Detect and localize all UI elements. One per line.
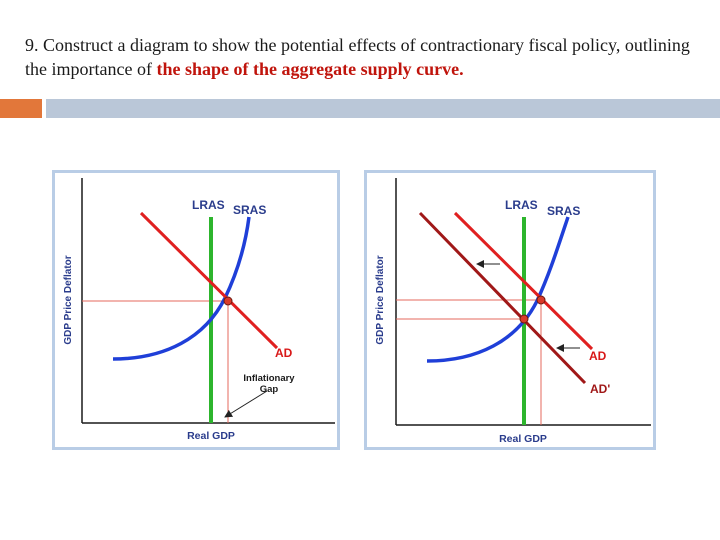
equilibrium-point [223,296,233,306]
lras-label: LRAS [505,198,538,212]
diagram-left-canvas: LRAS SRAS AD Inflationary Gap Real GDP G… [63,178,335,442]
equilibrium-point-original [536,295,546,305]
gap-label-line1: Inflationary [243,373,295,384]
diagram-right-canvas: LRAS SRAS AD AD' Real GDP GDP Price Defl… [375,178,651,445]
sras-label: SRAS [547,204,580,218]
ad-label: AD [275,346,293,360]
x-axis-label: Real GDP [187,430,235,442]
sras-label: SRAS [233,203,266,217]
sras-curve [426,216,570,363]
gap-label-line2: Gap [260,384,279,395]
y-axis-label: GDP Price Deflator [63,255,74,344]
ad-label: AD [589,349,607,363]
title-plain-text: 9. Construct a diagram to show the poten… [25,35,690,79]
title-rule-accent [0,99,42,118]
ad-curve [139,211,279,350]
equilibrium-point-new [519,314,529,324]
sras-curve [112,216,251,361]
slide-title: 9. Construct a diagram to show the poten… [25,33,705,81]
ad-curve [453,211,594,351]
y-axis-label: GDP Price Deflator [375,255,386,344]
diagram-right: LRAS SRAS AD AD' Real GDP GDP Price Defl… [364,170,656,450]
lras-label: LRAS [192,198,225,212]
gap-pointer-arrow [224,390,268,418]
title-highlight-text: the shape of the aggregate supply curve. [156,59,464,79]
ad-shifted-label: AD' [590,382,610,396]
x-axis-label: Real GDP [499,433,547,445]
diagram-left: LRAS SRAS AD Inflationary Gap Real GDP G… [52,170,340,450]
ad-shifted-curve [418,211,587,385]
title-rule-bar [46,99,720,118]
